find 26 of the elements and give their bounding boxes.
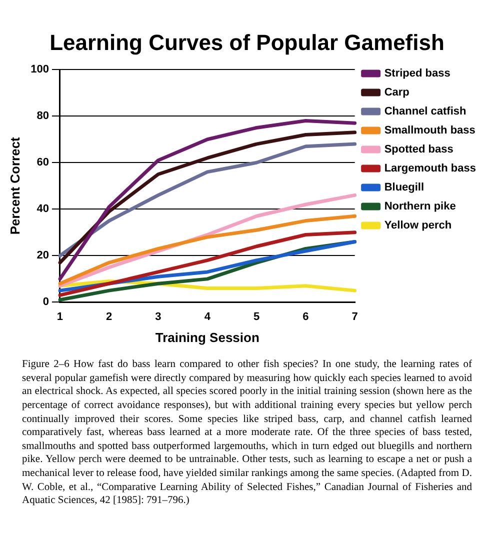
legend-label: Smallmouth bass bbox=[384, 124, 476, 137]
x-tick-label: 1 bbox=[56, 310, 64, 323]
y-tick-label: 100 bbox=[30, 64, 49, 76]
y-tick-label: 80 bbox=[36, 110, 49, 122]
legend-label: Carp bbox=[384, 86, 410, 99]
legend-label: Spotted bass bbox=[384, 144, 454, 156]
legend-label: Northern pike bbox=[384, 200, 456, 213]
x-tick-label: 7 bbox=[352, 310, 358, 323]
y-tick-label: 20 bbox=[36, 250, 49, 262]
y-axis-title: Percent Correct bbox=[7, 136, 22, 235]
x-tick-label: 3 bbox=[155, 310, 162, 323]
y-tick-label: 60 bbox=[36, 156, 49, 169]
x-axis-title: Training Session bbox=[155, 330, 260, 345]
x-tick-label: 2 bbox=[106, 310, 112, 323]
x-tick-label: 4 bbox=[204, 310, 212, 323]
chart-title: Learning Curves of Popular Gamefish bbox=[48, 30, 446, 56]
legend-label: Bluegill bbox=[384, 182, 424, 194]
y-tick-label: 0 bbox=[42, 296, 49, 308]
legend-label: Largemouth bass bbox=[384, 162, 476, 175]
x-tick-label: 5 bbox=[253, 310, 260, 323]
legend-label: Channel catfish bbox=[384, 106, 466, 118]
text: Figure 2–6 How fast do bass learn compared to other fish species? In one study, the learning rates of several popular gamefish were directly compared by measuring how quickly each species learned to avoid an electrical shock. As expected, all species scored poorly in the initial training session (shown here as the percentage of correct avoidance responses), but with additional training every species but yellow perch continually improved their scores. Some species like striped bass, carp, and channel catfish learned comparatively fast, whereas bass learned at a more moderate rate. Of the three species of bass tested, smallmouths and spotted bass outperformed largemouths, which in turn edged out bluegills and northern pike. Yellow perch were deemed to be untrainable. Other tests, such as learning to escape a net or push a mechanical lever to release food, have yielded similar rankings among the same species. (Adapted from D. W. Coble, et al., “Comparative Learning Ability of Selected Fishes,” Canadian Journal of Fisheries and Aquatic Sciences, 42 [1985]: 791–796.) bbox=[22, 359, 472, 506]
x-tick-label: 6 bbox=[302, 310, 309, 323]
y-tick-label: 40 bbox=[36, 203, 49, 216]
legend-label: Striped bass bbox=[384, 68, 450, 80]
legend-label: Yellow perch bbox=[384, 220, 452, 232]
